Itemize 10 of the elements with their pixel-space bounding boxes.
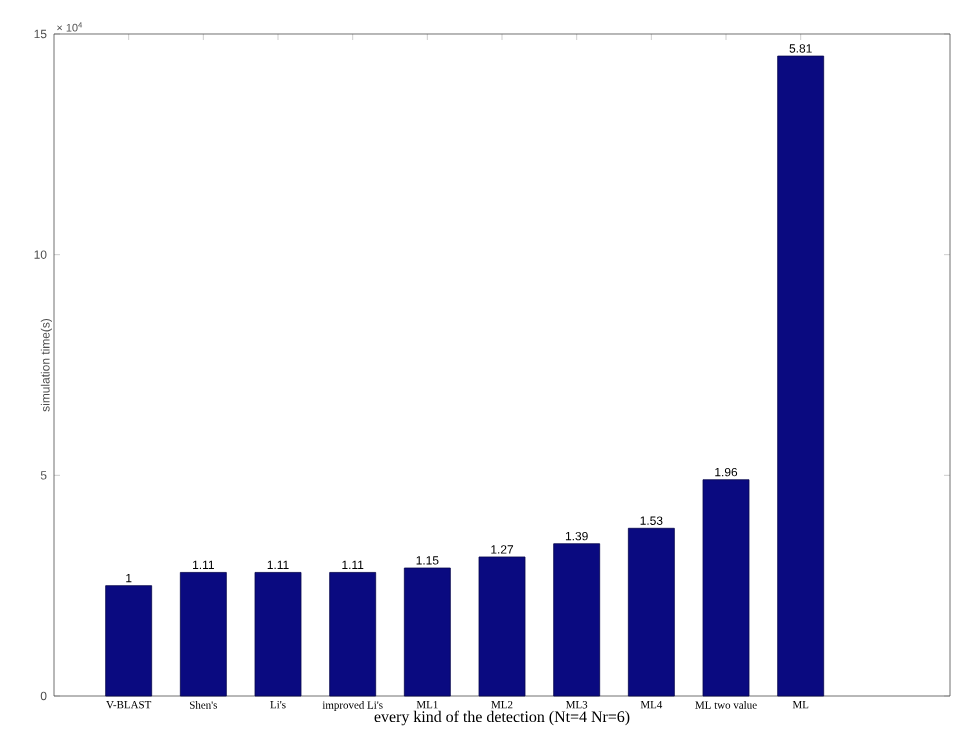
bar bbox=[105, 585, 153, 697]
bar bbox=[254, 572, 302, 697]
bar bbox=[553, 543, 601, 697]
bar bbox=[702, 479, 750, 697]
bar bbox=[777, 55, 825, 697]
bar bbox=[329, 572, 377, 697]
bar bbox=[478, 556, 526, 697]
bar bbox=[179, 572, 227, 697]
bar bbox=[627, 527, 675, 697]
bar bbox=[403, 567, 451, 697]
